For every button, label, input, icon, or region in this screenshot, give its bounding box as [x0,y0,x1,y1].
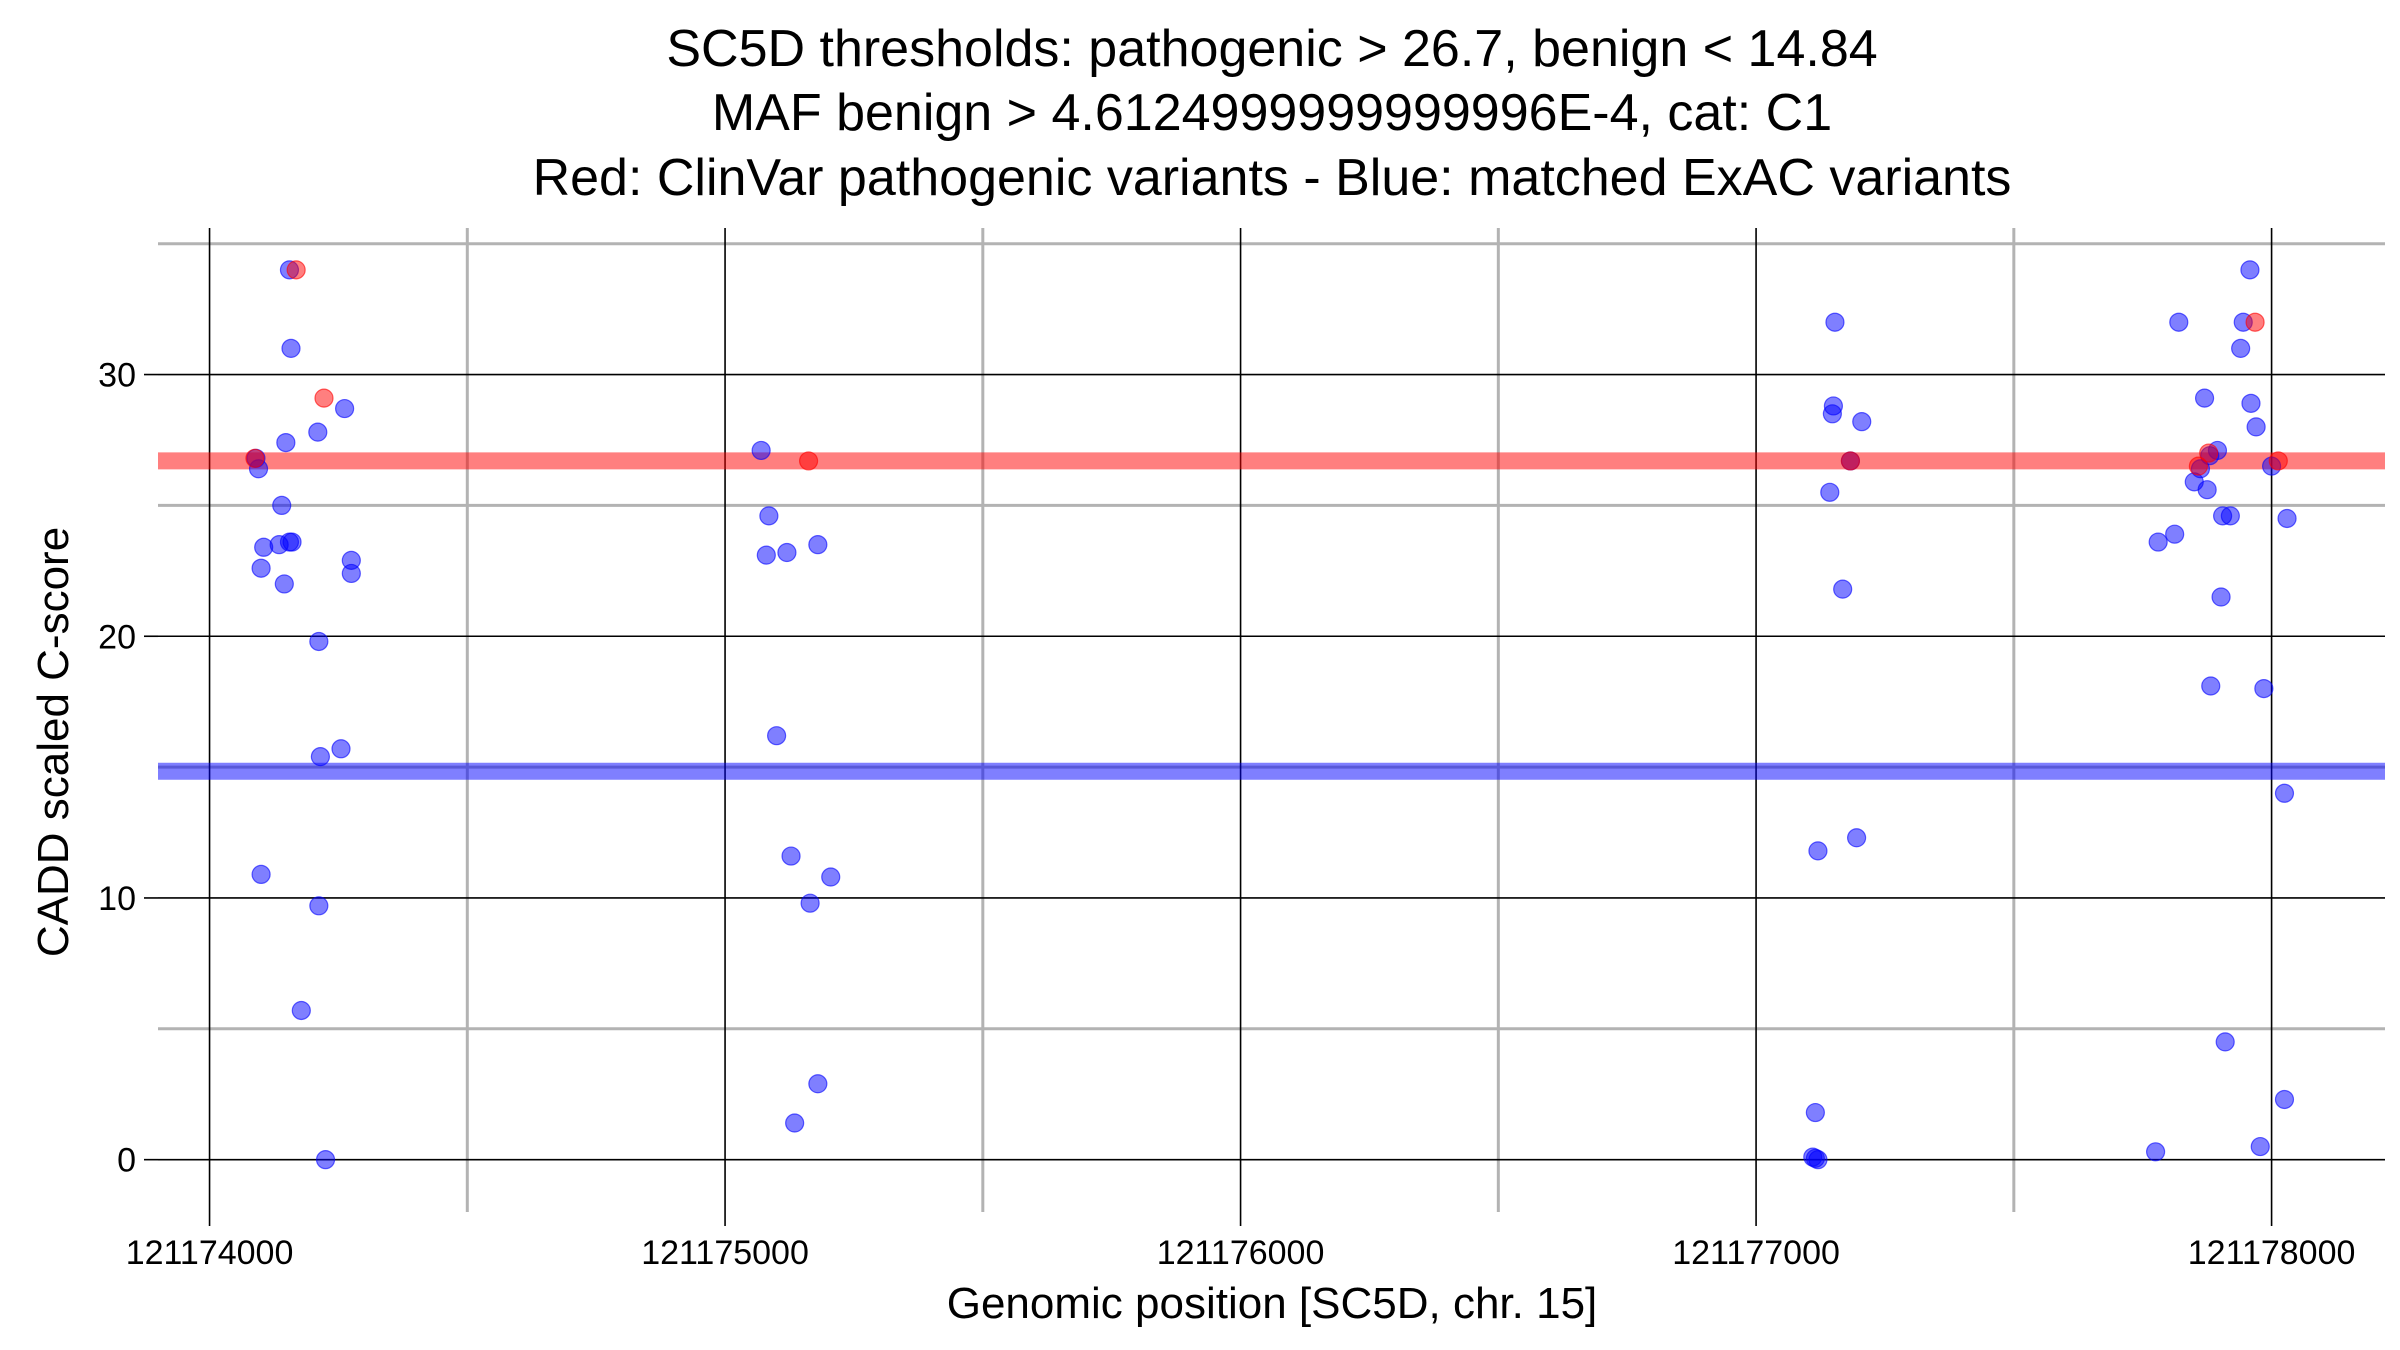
pathogenic-point [2268,451,2288,471]
benign-point [781,846,801,866]
benign-point [1847,828,1867,848]
benign-point [274,574,294,594]
x-tick-label: 121177000 [1672,1234,1840,1272]
benign-point [2194,388,2215,408]
benign-point [309,896,329,916]
benign-point [808,535,828,555]
pathogenic-point [1840,451,1861,471]
benign-point [276,432,296,453]
pathogenic-point [2199,443,2219,463]
benign-point [310,747,330,767]
y-axis-ticks: 0 10 20 30 [98,357,158,1180]
benign-point [2211,587,2231,607]
benign-point [2165,524,2185,544]
benign-point [341,563,361,584]
benign-point [2169,312,2189,332]
x-tick-label: 121174000 [126,1234,294,1272]
benign-point [1808,1150,1828,1170]
benign-point [1852,412,1872,432]
benign-point [315,1150,336,1170]
benign-point [2277,508,2297,529]
benign-point [2241,393,2261,413]
benign-point [1822,404,1842,424]
pathogenic-point [314,388,334,408]
benign-point [759,506,779,526]
y-tick-label: 10 [98,880,136,918]
benign-point [785,1113,805,1133]
benign-point [808,1074,828,1094]
benign-point [756,545,776,565]
benign-point [821,867,841,887]
benign-point [2145,1142,2166,1162]
y-axis-title: CADD scaled C-score [29,527,78,957]
benign-point [2240,260,2260,280]
chart-title: SC5D thresholds: pathogenic > 26.7, beni… [533,20,2012,207]
benign-point [751,440,771,461]
benign-point [308,422,328,442]
benign-point [251,864,271,885]
benign-point [2274,783,2295,803]
benign-point [331,739,351,759]
x-tick-label: 121176000 [1157,1234,1325,1272]
benign-point [767,726,787,746]
benign-point [1833,579,1853,599]
benign-point [1808,841,1828,861]
benign-point [282,532,302,552]
title-line-2: MAF benign > 4.6124999999999996E-4, cat:… [712,84,1832,142]
benign-point [2250,1136,2270,1157]
benign-point [800,893,820,913]
benign-point [2246,417,2266,437]
y-tick-label: 0 [117,1142,136,1180]
benign-point [2220,506,2240,526]
benign-point [2148,532,2168,552]
benign-point [2254,678,2274,699]
benign-point [1805,1102,1825,1123]
data-points [245,260,2297,1170]
benign-point [1820,482,1840,502]
benign-point [2231,338,2251,358]
x-tick-label: 121175000 [641,1234,809,1272]
y-tick-label: 30 [98,357,136,395]
benign-point [251,558,271,578]
threshold-lines [158,452,2385,780]
x-axis-title: Genomic position [SC5D, chr. 15] [947,1279,1598,1328]
x-axis-ticks: 121174000 121175000 121176000 121177000 1211… [126,1212,2356,1272]
benign-point [777,542,797,563]
benign-point [1825,312,1845,332]
benign-point [272,495,292,516]
minor-gridlines [158,228,2385,1212]
benign-point [281,338,301,358]
benign-point [309,631,329,652]
x-tick-label: 121178000 [2188,1234,2356,1272]
major-gridlines [158,228,2385,1212]
benign-point [2215,1032,2235,1052]
benign-point [2197,480,2217,500]
benign-point [2201,676,2221,696]
title-line-1: SC5D thresholds: pathogenic > 26.7, beni… [666,20,1877,78]
benign-point [2274,1089,2295,1110]
benign-point [335,398,355,419]
pathogenic-point [245,448,265,468]
y-tick-label: 20 [98,618,136,656]
benign-point [291,1000,311,1021]
pathogenic-point [2188,456,2208,476]
pathogenic-point [2245,312,2265,332]
title-line-3: Red: ClinVar pathogenic variants - Blue:… [533,149,2012,207]
pathogenic-point [798,451,819,471]
pathogenic-point [286,260,306,280]
